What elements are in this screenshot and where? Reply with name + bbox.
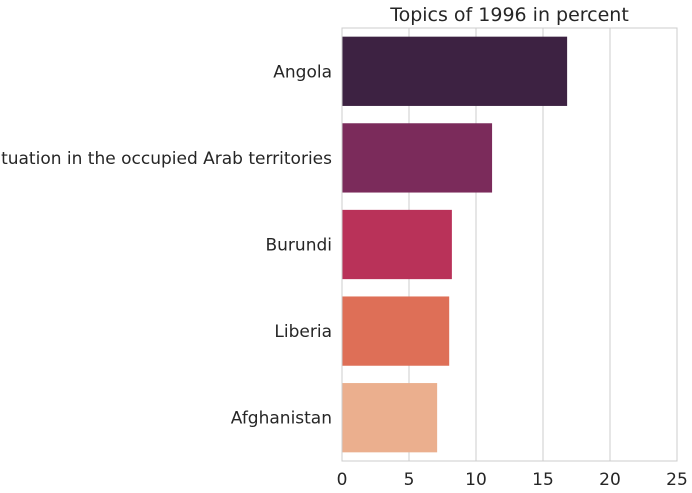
bar — [342, 383, 438, 453]
bar — [342, 36, 568, 106]
category-labels: Angola The situation in the occupied Arab… — [0, 62, 332, 428]
category-label: Liberia — [274, 322, 332, 342]
x-tick-label: 20 — [599, 470, 621, 490]
category-label: Burundi — [266, 236, 333, 256]
category-label: The situation in the occupied Arab terri… — [0, 149, 332, 169]
bars — [342, 36, 568, 453]
x-tick-label: 0 — [337, 470, 348, 490]
x-tick-label: 15 — [532, 470, 554, 490]
plot-frame — [341, 27, 678, 462]
category-label: Angola — [273, 62, 332, 82]
bar — [342, 123, 493, 193]
x-tick-label: 25 — [666, 470, 688, 490]
bar — [342, 209, 452, 280]
x-tick-label: 5 — [404, 470, 415, 490]
bar — [342, 296, 450, 366]
category-label: Afghanistan — [231, 409, 332, 429]
x-tick-labels: 0 5 10 15 20 25 — [337, 470, 688, 490]
x-tick-label: 10 — [465, 470, 487, 490]
chart-title: Topics of 1996 in percent — [389, 4, 629, 26]
